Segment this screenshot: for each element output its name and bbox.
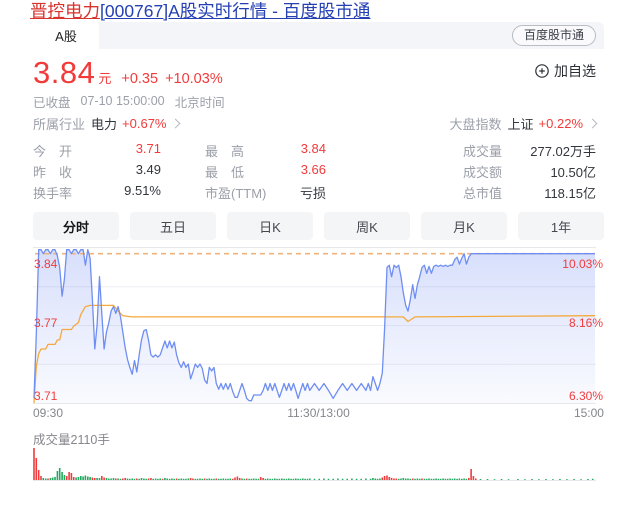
- chevron-right-icon: [587, 118, 598, 129]
- intraday-chart[interactable]: 3.84 3.77 3.71 10.03% 8.16% 6.30%: [33, 247, 604, 404]
- price-row: 3.84 元 +0.35 +10.03% 加自选: [33, 55, 604, 90]
- price-change-percent: +10.03%: [165, 71, 223, 87]
- index-label: 大盘指数: [449, 117, 502, 132]
- stat-value: 3.49: [135, 162, 161, 177]
- industry-change: +0.67%: [122, 116, 167, 131]
- index-name: 上证: [507, 117, 534, 132]
- stat-value: 10.50亿: [550, 165, 596, 180]
- stat-cell: 成交额 10.50亿: [463, 162, 596, 181]
- volume-chart[interactable]: [33, 446, 604, 481]
- x-label-close: 15:00: [573, 406, 604, 420]
- market-index-link[interactable]: 大盘指数 上证 +0.22%: [449, 114, 598, 133]
- quote-time: 07-10 15:00:00: [80, 94, 165, 108]
- pct-label-high: 10.03%: [562, 257, 603, 271]
- period-tab-周K[interactable]: 周K: [324, 212, 410, 240]
- y-label-high: 3.84: [34, 257, 58, 271]
- period-tab-分时[interactable]: 分时: [33, 212, 119, 240]
- stat-label: 换手率: [33, 186, 73, 201]
- market-status-row: 已收盘 07-10 15:00:00 北京时间: [33, 92, 604, 110]
- y-label-mid: 3.77: [34, 316, 58, 330]
- price-chart-svg: [33, 247, 596, 404]
- stat-label: 昨 收: [33, 165, 73, 180]
- stat-label: 总市值: [463, 186, 503, 201]
- stat-value: 3.66: [300, 162, 326, 177]
- stat-cell: 市盈(TTM) 亏损: [205, 183, 326, 202]
- stat-label: 成交额: [463, 165, 503, 180]
- add-watchlist-label: 加自选: [554, 63, 596, 79]
- stat-cell: 昨 收 3.49: [33, 162, 161, 181]
- period-tab-日K[interactable]: 日K: [227, 212, 313, 240]
- x-label-open: 09:30: [33, 406, 64, 420]
- stats-grid: 今 开 3.71 最 高 3.84 成交量 277.02万手昨 收 3.49 最 低 3.66 成…: [33, 140, 604, 203]
- chevron-right-icon: [171, 118, 181, 129]
- tab-a-share[interactable]: A股: [33, 22, 99, 49]
- stat-value: 118.15亿: [544, 186, 596, 201]
- period-tab-1年[interactable]: 1年: [518, 212, 604, 240]
- stock-name: 晋控电力: [30, 1, 100, 21]
- stat-label: 成交量: [463, 144, 503, 159]
- stat-label: 市盈(TTM): [205, 186, 267, 201]
- page: 晋控电力[000767]A股实时行情 - 百度股市通 A股 百度股市通 3.84…: [30, 0, 604, 481]
- stat-value: 3.84: [300, 141, 326, 156]
- market-status: 已收盘: [33, 95, 71, 110]
- result-title-link[interactable]: 晋控电力[000767]A股实时行情 - 百度股市通: [30, 0, 370, 21]
- y-label-low: 3.71: [34, 389, 58, 403]
- industry-label: 所属行业: [33, 117, 86, 132]
- stat-cell: 成交量 277.02万手: [463, 141, 596, 160]
- volume-label: 成交量2110手: [33, 433, 110, 447]
- stat-cell: 总市值 118.15亿: [463, 183, 596, 202]
- stat-cell: 换手率 9.51%: [33, 183, 161, 202]
- stats-row: 今 开 3.71 最 高 3.84 成交量 277.02万手: [33, 140, 596, 161]
- stat-value: 3.71: [135, 141, 161, 156]
- stat-cell: 最 低 3.66: [205, 162, 326, 181]
- index-change: +0.22%: [538, 116, 583, 131]
- period-tab-五日[interactable]: 五日: [130, 212, 216, 240]
- current-price: 3.84: [33, 55, 96, 90]
- pct-label-mid: 8.16%: [568, 316, 603, 330]
- stock-widget-card: A股 百度股市通 3.84 元 +0.35 +10.03% 加自选 已收盘 07…: [33, 22, 604, 481]
- price-unit: 元: [98, 71, 112, 86]
- industry-name: 电力: [91, 117, 118, 132]
- title-rest: [000767]A股实时行情 - 百度股市通: [100, 1, 371, 21]
- stat-value: 277.02万手: [530, 144, 596, 159]
- stat-value: 亏损: [299, 186, 326, 201]
- add-watchlist-button[interactable]: 加自选: [534, 61, 596, 81]
- industry-link[interactable]: 所属行业 电力 +0.67%: [33, 114, 181, 133]
- period-tabs: 分时 五日 日K 周K 月K 1年: [33, 212, 604, 240]
- stat-label: 最 高: [205, 144, 245, 159]
- x-axis: 09:30 11:30/13:00 15:00: [33, 404, 604, 422]
- x-label-midday: 11:30/13:00: [287, 406, 350, 420]
- volume-chart-svg: [33, 448, 596, 481]
- period-tab-月K[interactable]: 月K: [421, 212, 507, 240]
- stat-label: 今 开: [33, 144, 73, 159]
- stat-cell: 最 高 3.84: [205, 141, 326, 160]
- stats-row: 换手率 9.51% 市盈(TTM) 亏损 总市值 118.15亿: [33, 182, 596, 203]
- market-tabstrip: A股 百度股市通: [33, 22, 604, 49]
- stat-cell: 今 开 3.71: [33, 141, 161, 160]
- meta-row: 所属行业 电力 +0.67% 大盘指数 上证 +0.22%: [33, 115, 604, 132]
- stats-row: 昨 收 3.49 最 低 3.66 成交额 10.50亿: [33, 161, 596, 182]
- add-circle-icon: [535, 64, 549, 78]
- timezone-label: 北京时间: [174, 95, 225, 110]
- source-pill[interactable]: 百度股市通: [511, 25, 596, 46]
- pct-label-low: 6.30%: [568, 389, 603, 403]
- price-change: +0.35: [121, 71, 159, 87]
- stat-label: 最 低: [205, 165, 245, 180]
- stat-value: 9.51%: [124, 183, 161, 198]
